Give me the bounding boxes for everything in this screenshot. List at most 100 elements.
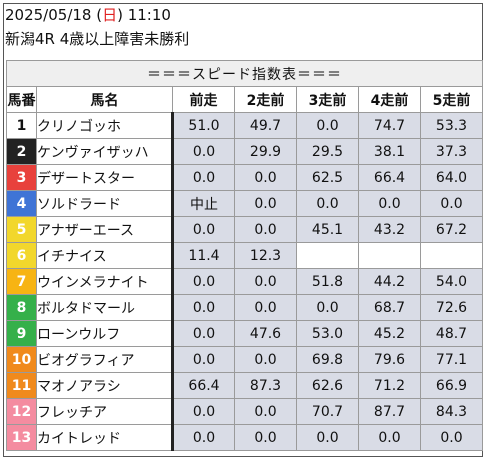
horse-row: 7 ウインメラナイト 0.0 0.0 51.8 44.2 54.0 [6, 268, 483, 295]
col-header-number: 馬番 [6, 86, 37, 113]
horse-row: 2 ケンヴァイザッハ 0.0 29.9 29.5 38.1 37.3 [6, 138, 483, 165]
horse-number-badge: 7 [6, 268, 37, 295]
speed-index-value: 51.0 [171, 112, 235, 139]
speed-index-value [296, 242, 359, 269]
horse-row: 1 クリノゴッホ 51.0 49.7 0.0 74.7 53.3 [6, 112, 483, 139]
speed-index-value: 0.0 [171, 346, 235, 373]
speed-index-value: 37.3 [420, 138, 483, 165]
speed-index-value: 45.1 [296, 216, 359, 243]
speed-index-value: 48.7 [420, 320, 483, 347]
weekday-text: 日 [102, 6, 118, 24]
speed-index-value: 66.9 [420, 372, 483, 399]
speed-index-value: 0.0 [234, 294, 297, 321]
horse-number-badge: 1 [6, 112, 37, 139]
col-header-5-races-ago: 5走前 [420, 86, 483, 113]
speed-index-value: 62.5 [296, 164, 359, 191]
col-header-3-races-ago: 3走前 [296, 86, 359, 113]
speed-index-value: 0.0 [296, 112, 359, 139]
col-header-horse-name: 馬名 [36, 86, 173, 113]
speed-index-value: 74.7 [358, 112, 421, 139]
speed-index-value [420, 242, 483, 269]
horse-name: アナザーエース [36, 216, 173, 243]
speed-index-value: 0.0 [234, 268, 297, 295]
horse-number-badge: 9 [6, 320, 37, 347]
speed-index-value: 0.0 [296, 424, 359, 451]
horse-number-badge: 11 [6, 372, 37, 399]
speed-index-value: 69.8 [296, 346, 359, 373]
horse-row: 4 ソルドラード 中止 0.0 0.0 0.0 0.0 [6, 190, 483, 217]
speed-index-value: 70.7 [296, 398, 359, 425]
speed-index-value: 0.0 [171, 268, 235, 295]
speed-index-value: 49.7 [234, 112, 297, 139]
speed-index-value: 0.0 [420, 190, 483, 217]
horse-number-badge: 5 [6, 216, 37, 243]
horse-row: 3 デザートスター 0.0 0.0 62.5 66.4 64.0 [6, 164, 483, 191]
speed-index-value [358, 242, 421, 269]
horse-name: ソルドラード [36, 190, 173, 217]
horse-number-badge: 12 [6, 398, 37, 425]
speed-index-value: 中止 [171, 190, 235, 217]
speed-index-value: 66.4 [358, 164, 421, 191]
speed-index-value: 29.5 [296, 138, 359, 165]
speed-index-value: 64.0 [420, 164, 483, 191]
speed-index-value: 87.3 [234, 372, 297, 399]
horse-row: 9 ローンウルフ 0.0 47.6 53.0 45.2 48.7 [6, 320, 483, 347]
speed-index-value: 12.3 [234, 242, 297, 269]
speed-index-value: 72.6 [420, 294, 483, 321]
horse-name: マオノアラシ [36, 372, 173, 399]
speed-index-value: 68.7 [358, 294, 421, 321]
speed-index-value: 67.2 [420, 216, 483, 243]
speed-index-value: 0.0 [420, 424, 483, 451]
speed-index-value: 0.0 [171, 216, 235, 243]
horse-number-badge: 6 [6, 242, 37, 269]
speed-index-value: 47.6 [234, 320, 297, 347]
speed-index-value: 45.2 [358, 320, 421, 347]
horse-number-badge: 13 [6, 424, 37, 451]
table-banner: ＝＝＝スピード指数表＝＝＝ [6, 60, 483, 87]
horse-number-badge: 3 [6, 164, 37, 191]
speed-index-value: 51.8 [296, 268, 359, 295]
speed-index-value: 0.0 [171, 138, 235, 165]
speed-index-value: 71.2 [358, 372, 421, 399]
horse-number-badge: 10 [6, 346, 37, 373]
speed-index-value: 66.4 [171, 372, 235, 399]
race-datetime: 2025/05/18 (日) 11:10 [5, 6, 171, 24]
speed-index-value: 0.0 [234, 424, 297, 451]
speed-index-value: 0.0 [171, 320, 235, 347]
speed-index-value: 0.0 [234, 346, 297, 373]
col-header-2-races-ago: 2走前 [234, 86, 297, 113]
horse-row: 6 イチナイス 11.4 12.3 [6, 242, 483, 269]
speed-index-value: 0.0 [234, 398, 297, 425]
speed-index-table: ＝＝＝スピード指数表＝＝＝ 馬番 馬名 前走 2走前 3走前 4走前 5走前 1… [6, 60, 483, 451]
speed-index-value: 44.2 [358, 268, 421, 295]
speed-index-value: 53.3 [420, 112, 483, 139]
speed-index-value: 54.0 [420, 268, 483, 295]
speed-index-value: 84.3 [420, 398, 483, 425]
time-text: ) 11:10 [117, 6, 171, 24]
horse-name: イチナイス [36, 242, 173, 269]
horse-row: 11 マオノアラシ 66.4 87.3 62.6 71.2 66.9 [6, 372, 483, 399]
horse-number-badge: 8 [6, 294, 37, 321]
horse-row: 12 フレッチア 0.0 0.0 70.7 87.7 84.3 [6, 398, 483, 425]
speed-index-value: 0.0 [171, 164, 235, 191]
horse-name: クリノゴッホ [36, 112, 173, 139]
speed-index-value: 87.7 [358, 398, 421, 425]
speed-index-value: 0.0 [171, 424, 235, 451]
speed-index-value: 0.0 [171, 294, 235, 321]
col-header-4-races-ago: 4走前 [358, 86, 421, 113]
speed-index-value: 0.0 [358, 424, 421, 451]
speed-index-value: 0.0 [234, 164, 297, 191]
col-header-last-race: 前走 [172, 86, 235, 113]
speed-index-value: 29.9 [234, 138, 297, 165]
horse-name: ウインメラナイト [36, 268, 173, 295]
speed-index-value: 0.0 [234, 190, 297, 217]
horse-number-badge: 2 [6, 138, 37, 165]
horse-name: ケンヴァイザッハ [36, 138, 173, 165]
horse-name: デザートスター [36, 164, 173, 191]
speed-index-value: 53.0 [296, 320, 359, 347]
speed-index-value: 0.0 [234, 216, 297, 243]
horse-number-badge: 4 [6, 190, 37, 217]
speed-index-value: 77.1 [420, 346, 483, 373]
race-title: 新潟4R 4歳以上障害未勝利 [5, 30, 190, 48]
date-text: 2025/05/18 ( [5, 6, 103, 24]
